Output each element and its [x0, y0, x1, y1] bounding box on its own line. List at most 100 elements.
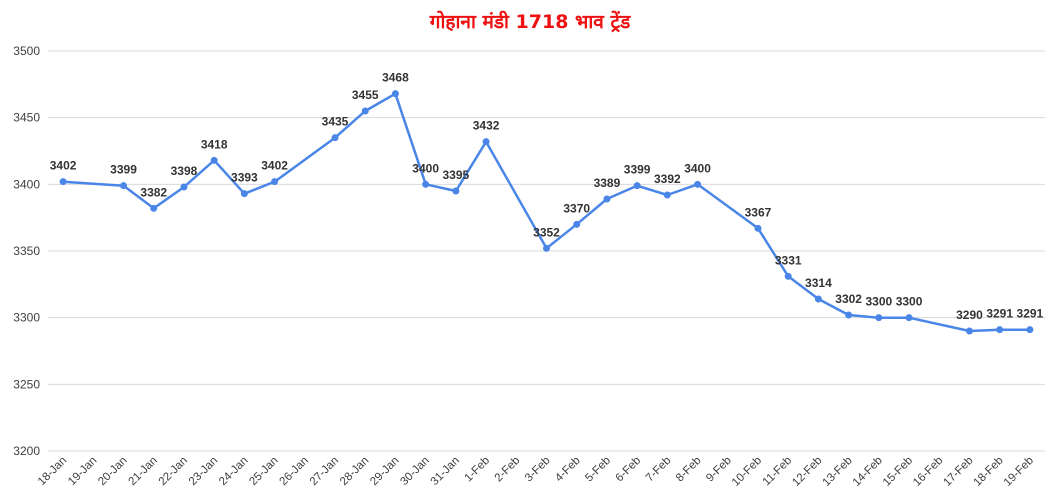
x-tick-label: 17-Feb: [941, 455, 975, 489]
data-label: 3468: [382, 71, 409, 85]
y-tick-label: 3400: [13, 177, 40, 191]
x-tick-label: 21-Jan: [127, 455, 160, 488]
data-label: 3432: [473, 119, 500, 133]
y-tick-label: 3350: [13, 244, 40, 258]
x-tick-label: 13-Feb: [820, 455, 854, 489]
y-tick-label: 3200: [13, 444, 40, 458]
data-point: [905, 314, 913, 322]
data-point: [391, 90, 399, 98]
data-point: [996, 326, 1004, 334]
data-point: [180, 183, 188, 191]
data-label: 3400: [412, 161, 439, 175]
data-label: 3400: [684, 161, 711, 175]
data-label: 3300: [865, 295, 892, 309]
data-label: 3291: [986, 307, 1013, 321]
x-tick-label: 15-Feb: [881, 455, 915, 489]
x-tick-label: 11-Feb: [761, 455, 795, 489]
data-label: 3302: [835, 292, 862, 306]
data-point: [633, 182, 641, 190]
data-point: [150, 204, 158, 212]
y-tick-label: 3300: [13, 311, 40, 325]
data-point: [814, 295, 822, 303]
x-axis-ticks: 18-Jan19-Jan20-Jan21-Jan22-Jan23-Jan24-J…: [36, 455, 1036, 489]
x-tick-label: 18-Jan: [36, 455, 69, 488]
x-tick-label: 20-Jan: [96, 455, 129, 488]
y-axis-ticks: 3200 3250 3300 3350 3400 3450 3500: [13, 44, 40, 458]
data-point: [573, 220, 581, 228]
x-tick-label: 10-Feb: [730, 455, 764, 489]
x-tick-label: 22-Jan: [157, 455, 190, 488]
x-tick-label: 27-Jan: [308, 455, 341, 488]
data-label: 3290: [956, 308, 983, 322]
data-point: [271, 178, 279, 186]
x-tick-label: 6-Feb: [614, 455, 644, 485]
x-tick-label: 2-Feb: [493, 455, 523, 485]
data-point: [452, 187, 460, 195]
data-point: [784, 272, 792, 280]
data-point: [845, 311, 853, 319]
data-point: [754, 224, 762, 232]
y-tick-label: 3500: [13, 44, 40, 58]
data-point: [422, 180, 430, 188]
data-point: [875, 314, 883, 322]
x-tick-label: 30-Jan: [398, 455, 431, 488]
data-label: 3399: [110, 163, 137, 177]
x-tick-label: 3-Feb: [523, 455, 553, 485]
y-tick-label: 3250: [13, 377, 40, 391]
data-point: [120, 182, 128, 190]
data-label: 3370: [563, 201, 590, 215]
y-tick-label: 3450: [13, 111, 40, 125]
data-label: 3398: [171, 164, 198, 178]
data-point: [694, 180, 702, 188]
x-tick-label: 7-Feb: [644, 455, 674, 485]
data-points: [59, 90, 1034, 335]
data-label: 3395: [443, 168, 470, 182]
data-point: [59, 178, 67, 186]
data-label: 3382: [140, 185, 167, 199]
data-label: 3300: [896, 295, 923, 309]
x-tick-label: 24-Jan: [217, 455, 250, 488]
x-tick-label: 29-Jan: [368, 455, 401, 488]
data-point: [1026, 326, 1034, 334]
x-tick-label: 12-Feb: [790, 455, 824, 489]
data-label: 3418: [201, 137, 228, 151]
data-point: [361, 107, 369, 115]
data-point: [240, 190, 248, 198]
gridlines: [48, 50, 1045, 452]
data-label: 3399: [624, 163, 651, 177]
data-label: 3455: [352, 88, 379, 102]
data-labels: 3402 339933823398341833933402343534553468…: [50, 71, 1044, 322]
data-label: 3402: [261, 159, 288, 173]
chart-title: गोहाना मंडी 1718 भाव ट्रेंड: [429, 10, 631, 33]
x-tick-label: 26-Jan: [278, 455, 311, 488]
x-tick-label: 31-Jan: [429, 455, 462, 488]
data-label: 3367: [745, 205, 772, 219]
data-point: [603, 195, 611, 203]
data-point: [663, 191, 671, 199]
x-tick-label: 16-Feb: [911, 455, 945, 489]
x-tick-label: 8-Feb: [674, 455, 704, 485]
data-point: [210, 156, 218, 164]
x-tick-label: 14-Feb: [851, 455, 885, 489]
data-label: 3402: [50, 159, 77, 173]
data-label: 3389: [594, 176, 621, 190]
data-point: [965, 327, 973, 335]
x-tick-label: 25-Jan: [247, 455, 280, 488]
data-point: [543, 244, 550, 252]
data-label: 3331: [775, 253, 802, 267]
x-tick-label: 19-Feb: [1002, 455, 1036, 489]
x-tick-label: 23-Jan: [187, 455, 220, 488]
data-label: 3314: [805, 276, 832, 290]
data-label: 3352: [533, 225, 560, 239]
series-line: [63, 92, 1030, 333]
x-tick-label: 28-Jan: [338, 455, 371, 488]
data-label: 3435: [322, 115, 349, 129]
x-tick-label: 1-Feb: [462, 455, 492, 485]
x-tick-label: 5-Feb: [583, 455, 613, 485]
data-label: 3392: [654, 172, 681, 186]
x-tick-label: 4-Feb: [553, 455, 583, 485]
data-point: [331, 134, 339, 142]
data-label: 3393: [231, 171, 258, 185]
data-label: 3291: [1017, 307, 1044, 321]
